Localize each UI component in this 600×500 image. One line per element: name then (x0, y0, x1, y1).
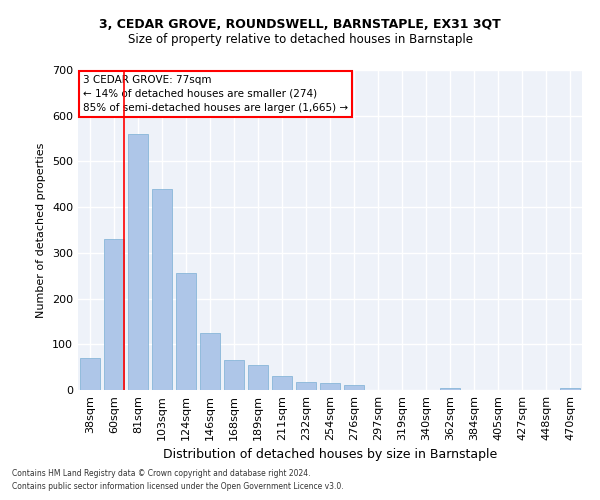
Text: 3 CEDAR GROVE: 77sqm
← 14% of detached houses are smaller (274)
85% of semi-deta: 3 CEDAR GROVE: 77sqm ← 14% of detached h… (83, 75, 348, 113)
Text: Contains HM Land Registry data © Crown copyright and database right 2024.: Contains HM Land Registry data © Crown c… (12, 468, 311, 477)
Y-axis label: Number of detached properties: Number of detached properties (37, 142, 46, 318)
Text: Size of property relative to detached houses in Barnstaple: Size of property relative to detached ho… (128, 32, 473, 46)
Bar (152, 189, 172, 390)
Bar (128, 134, 148, 390)
Bar (344, 386, 364, 390)
Bar (296, 382, 316, 390)
Bar (200, 333, 220, 390)
Bar (560, 388, 580, 390)
Text: Contains public sector information licensed under the Open Government Licence v3: Contains public sector information licen… (12, 482, 344, 491)
X-axis label: Distribution of detached houses by size in Barnstaple: Distribution of detached houses by size … (163, 448, 497, 462)
Bar (440, 388, 460, 390)
Bar (320, 383, 340, 390)
Bar (176, 274, 196, 390)
Bar (272, 376, 292, 390)
Text: 3, CEDAR GROVE, ROUNDSWELL, BARNSTAPLE, EX31 3QT: 3, CEDAR GROVE, ROUNDSWELL, BARNSTAPLE, … (99, 18, 501, 30)
Bar (104, 239, 124, 390)
Bar (248, 365, 268, 390)
Bar (224, 360, 244, 390)
Bar (80, 358, 100, 390)
